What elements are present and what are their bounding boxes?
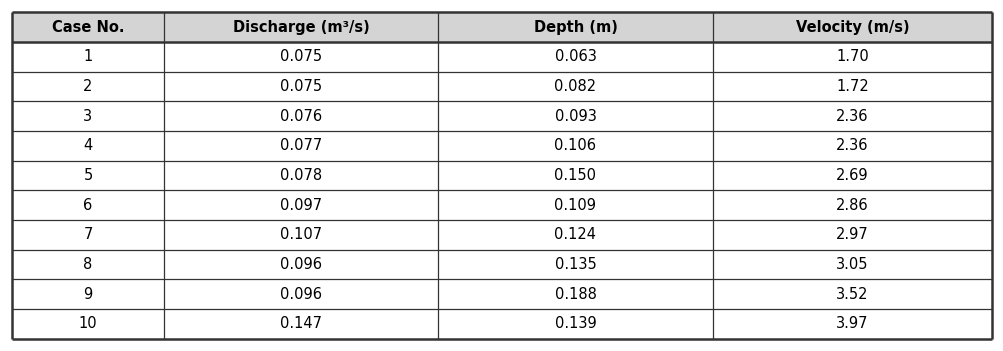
Text: 0.082: 0.082 bbox=[554, 79, 596, 94]
Text: 2.86: 2.86 bbox=[835, 198, 868, 213]
Text: 3.97: 3.97 bbox=[835, 316, 868, 331]
Bar bbox=[12, 190, 163, 220]
Text: 0.124: 0.124 bbox=[554, 227, 596, 242]
Bar bbox=[163, 161, 438, 190]
Bar bbox=[12, 72, 163, 101]
Text: 0.063: 0.063 bbox=[554, 49, 596, 64]
Bar bbox=[12, 220, 163, 250]
Text: 0.097: 0.097 bbox=[280, 198, 322, 213]
Text: 2.36: 2.36 bbox=[835, 109, 868, 124]
Bar bbox=[163, 101, 438, 131]
Bar bbox=[163, 131, 438, 161]
Bar bbox=[438, 101, 712, 131]
Text: 2: 2 bbox=[83, 79, 92, 94]
Bar bbox=[712, 309, 991, 339]
Bar bbox=[163, 279, 438, 309]
Bar bbox=[438, 12, 712, 42]
Text: 1.70: 1.70 bbox=[835, 49, 868, 64]
Text: 0.150: 0.150 bbox=[554, 168, 596, 183]
Text: 0.076: 0.076 bbox=[280, 109, 322, 124]
Text: 6: 6 bbox=[83, 198, 92, 213]
Text: 0.096: 0.096 bbox=[280, 287, 322, 302]
Text: 0.078: 0.078 bbox=[280, 168, 322, 183]
Bar bbox=[438, 190, 712, 220]
Bar bbox=[12, 279, 163, 309]
Bar bbox=[712, 220, 991, 250]
Text: 10: 10 bbox=[78, 316, 97, 331]
Bar bbox=[712, 42, 991, 72]
Bar bbox=[163, 220, 438, 250]
Text: 5: 5 bbox=[83, 168, 92, 183]
Bar bbox=[438, 250, 712, 279]
Bar bbox=[12, 161, 163, 190]
Text: 0.107: 0.107 bbox=[280, 227, 322, 242]
Text: 8: 8 bbox=[83, 257, 92, 272]
Bar bbox=[163, 250, 438, 279]
Bar bbox=[712, 72, 991, 101]
Text: 0.106: 0.106 bbox=[554, 138, 596, 153]
Bar bbox=[12, 250, 163, 279]
Bar bbox=[712, 131, 991, 161]
Text: Depth (m): Depth (m) bbox=[533, 20, 617, 35]
Bar bbox=[712, 279, 991, 309]
Text: 2.97: 2.97 bbox=[835, 227, 868, 242]
Bar bbox=[438, 309, 712, 339]
Bar bbox=[438, 131, 712, 161]
Text: 0.075: 0.075 bbox=[280, 79, 322, 94]
Bar bbox=[438, 161, 712, 190]
Text: 0.147: 0.147 bbox=[280, 316, 322, 331]
Bar bbox=[712, 250, 991, 279]
Text: 0.077: 0.077 bbox=[280, 138, 322, 153]
Text: 0.139: 0.139 bbox=[554, 316, 596, 331]
Text: 2.36: 2.36 bbox=[835, 138, 868, 153]
Text: 3.52: 3.52 bbox=[835, 287, 868, 302]
Text: 0.093: 0.093 bbox=[554, 109, 596, 124]
Bar bbox=[163, 309, 438, 339]
Bar bbox=[163, 42, 438, 72]
Bar bbox=[438, 72, 712, 101]
Bar bbox=[163, 190, 438, 220]
Text: 3.05: 3.05 bbox=[835, 257, 868, 272]
Bar bbox=[163, 72, 438, 101]
Bar bbox=[438, 42, 712, 72]
Text: 4: 4 bbox=[83, 138, 92, 153]
Text: 0.188: 0.188 bbox=[554, 287, 596, 302]
Bar bbox=[12, 42, 163, 72]
Bar bbox=[12, 101, 163, 131]
Text: 0.075: 0.075 bbox=[280, 49, 322, 64]
Text: 0.109: 0.109 bbox=[554, 198, 596, 213]
Bar bbox=[12, 309, 163, 339]
Text: 1.72: 1.72 bbox=[835, 79, 868, 94]
Bar bbox=[438, 220, 712, 250]
Text: 0.096: 0.096 bbox=[280, 257, 322, 272]
Bar bbox=[12, 12, 163, 42]
Bar bbox=[712, 12, 991, 42]
Bar bbox=[12, 131, 163, 161]
Text: 3: 3 bbox=[83, 109, 92, 124]
Text: Case No.: Case No. bbox=[52, 20, 124, 35]
Text: 2.69: 2.69 bbox=[835, 168, 868, 183]
Text: 0.135: 0.135 bbox=[554, 257, 596, 272]
Text: Discharge (m³/s): Discharge (m³/s) bbox=[233, 20, 369, 35]
Bar bbox=[712, 101, 991, 131]
Bar bbox=[163, 12, 438, 42]
Text: 1: 1 bbox=[83, 49, 92, 64]
Bar bbox=[438, 279, 712, 309]
Bar bbox=[712, 190, 991, 220]
Text: 9: 9 bbox=[83, 287, 92, 302]
Text: Velocity (m/s): Velocity (m/s) bbox=[794, 20, 909, 35]
Bar bbox=[712, 161, 991, 190]
Text: 7: 7 bbox=[83, 227, 92, 242]
